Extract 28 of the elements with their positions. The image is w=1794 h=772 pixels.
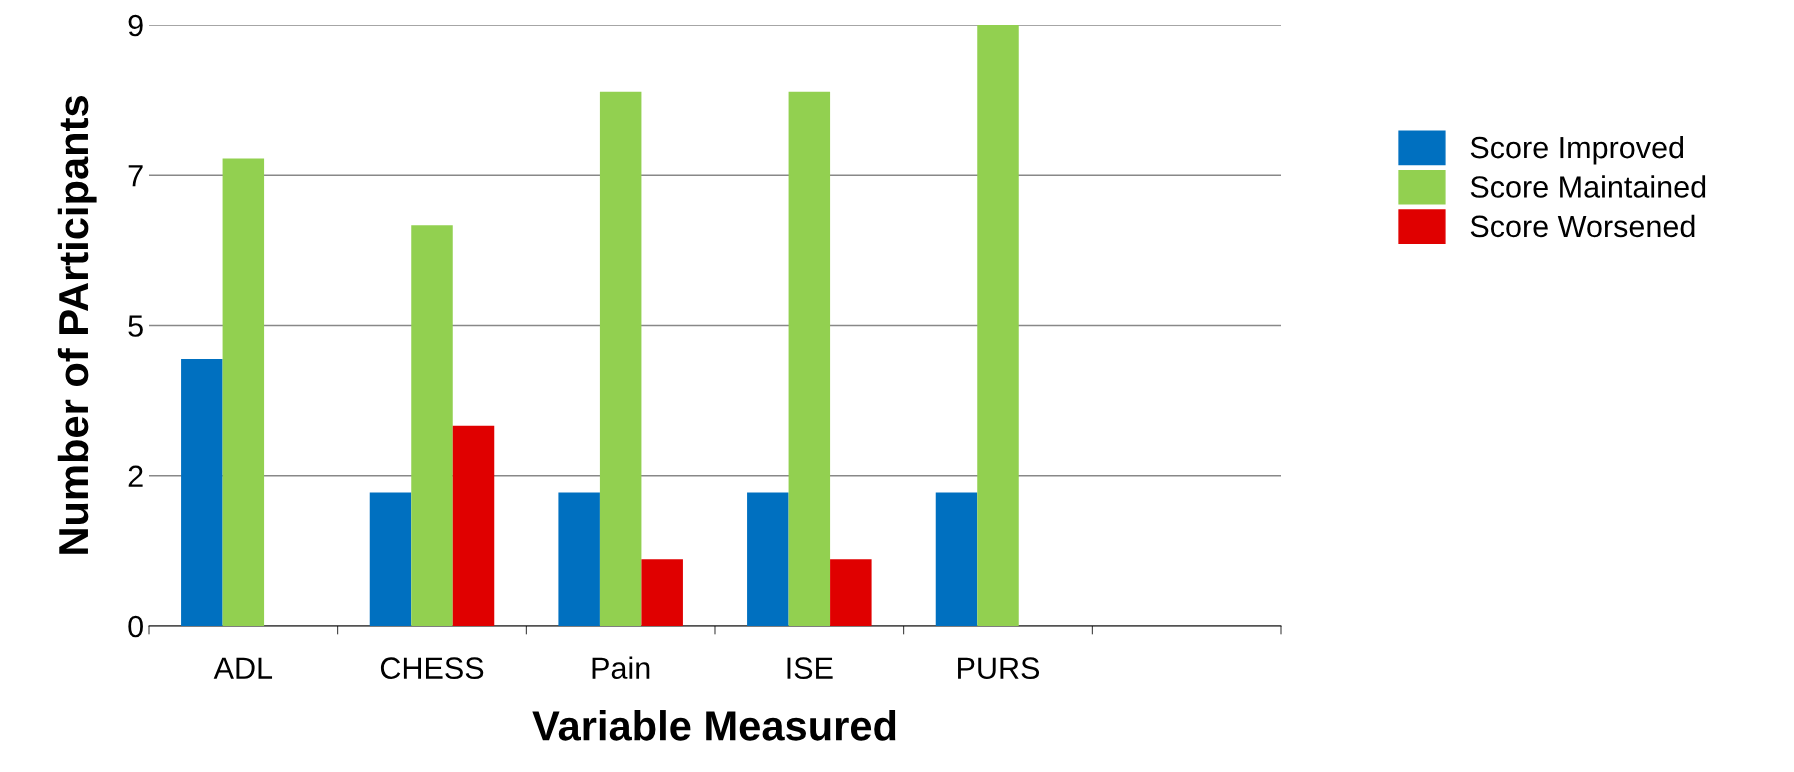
- y-tick-label: 2: [128, 465, 143, 487]
- bar: [369, 492, 412, 626]
- bar: [747, 492, 789, 626]
- x-tick-label: ADL: [213, 657, 273, 679]
- legend-label: Score Maintained: [1470, 175, 1706, 198]
- bar: [830, 559, 872, 626]
- legend-label: Score Improved: [1470, 135, 1684, 165]
- x-tick-label: Pain: [592, 656, 650, 679]
- bar: [935, 492, 978, 626]
- y-tick-label: 5: [128, 315, 143, 337]
- bar: [977, 25, 1019, 626]
- legend-label: Score Worsened: [1470, 214, 1695, 238]
- bar: [641, 559, 683, 626]
- bar: [181, 358, 223, 626]
- bar: [558, 492, 600, 626]
- bar: [788, 91, 831, 626]
- bar: [452, 425, 495, 626]
- y-tick-label: 9: [128, 14, 143, 37]
- x-tick-label: PURS: [958, 657, 1040, 679]
- y-tick-label: 0: [128, 615, 143, 638]
- bar: [599, 91, 642, 626]
- bar: [222, 158, 265, 626]
- x-axis-title: Variable Measured: [532, 710, 896, 741]
- bar: [411, 225, 453, 626]
- y-axis-title: Number of PArticipants: [57, 96, 97, 554]
- x-tick-label: ISE: [787, 657, 833, 679]
- x-tick-label: CHESS: [380, 657, 484, 679]
- y-tick-label: 7: [128, 165, 143, 187]
